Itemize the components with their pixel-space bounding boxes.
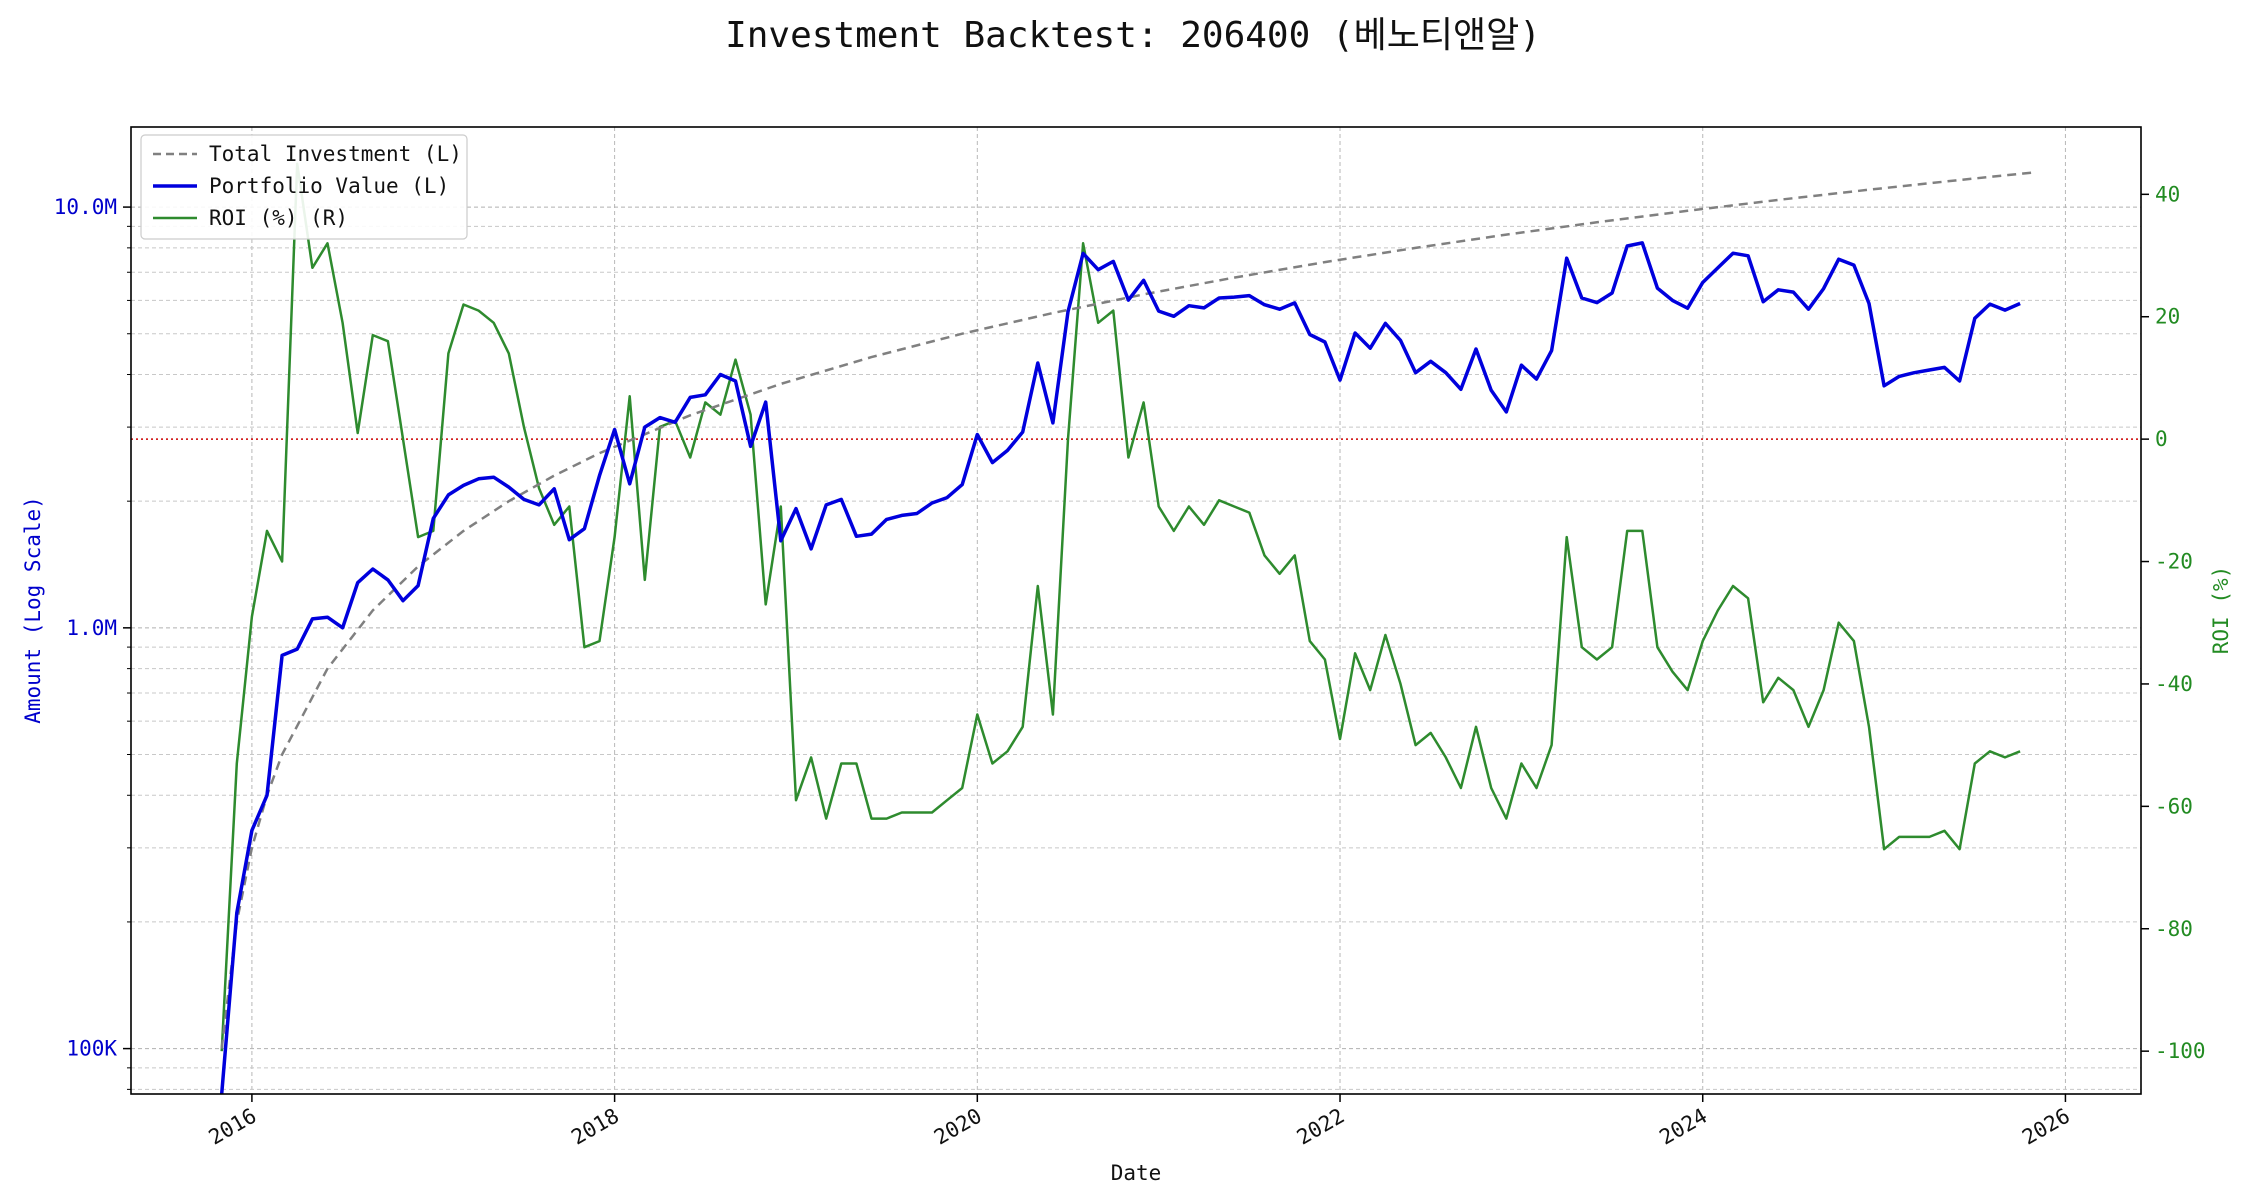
y-left-axis-title: Amount (Log Scale) [21,496,45,724]
roi-line [220,162,2021,1052]
x-axis-title: Date [1111,1161,1162,1185]
y-right-tick-label: -40 [2155,672,2193,696]
y-right-axis-title: ROI (%) [2209,566,2233,655]
y-right-tick-label: 0 [2155,427,2168,451]
series-layer [219,162,2036,1095]
grid [131,127,2141,1094]
y-left-tick-label: 100K [66,1037,117,1061]
ticks-layer [123,193,2149,1102]
y-left-tick-label: 10.0M [54,195,117,219]
y-right-tick-label: 20 [2155,305,2180,329]
legend-box [140,134,468,240]
legend-label-total-investment: Total Investment (L) [209,142,462,166]
legend-label-portfolio-value: Portfolio Value (L) [209,174,449,198]
portfolio-value-line [219,241,2021,1095]
plot-area-frame [130,126,2142,1095]
y-left-tick-label: 1.0M [66,616,117,640]
y-right-tick-label: -100 [2155,1039,2206,1063]
y-right-tick-label: 40 [2155,182,2180,206]
legend-label-roi: ROI (%) (R) [209,206,348,230]
chart-title: Investment Backtest: 206400 (베노티앤알) [725,15,1541,56]
y-right-tick-label: -60 [2155,794,2193,818]
legend: Total Investment (L) Portfolio Value (L)… [140,134,468,240]
y-right-tick-label: -80 [2155,917,2193,941]
y-right-tick-label: -20 [2155,550,2193,574]
total-investment-line [220,171,2036,1049]
